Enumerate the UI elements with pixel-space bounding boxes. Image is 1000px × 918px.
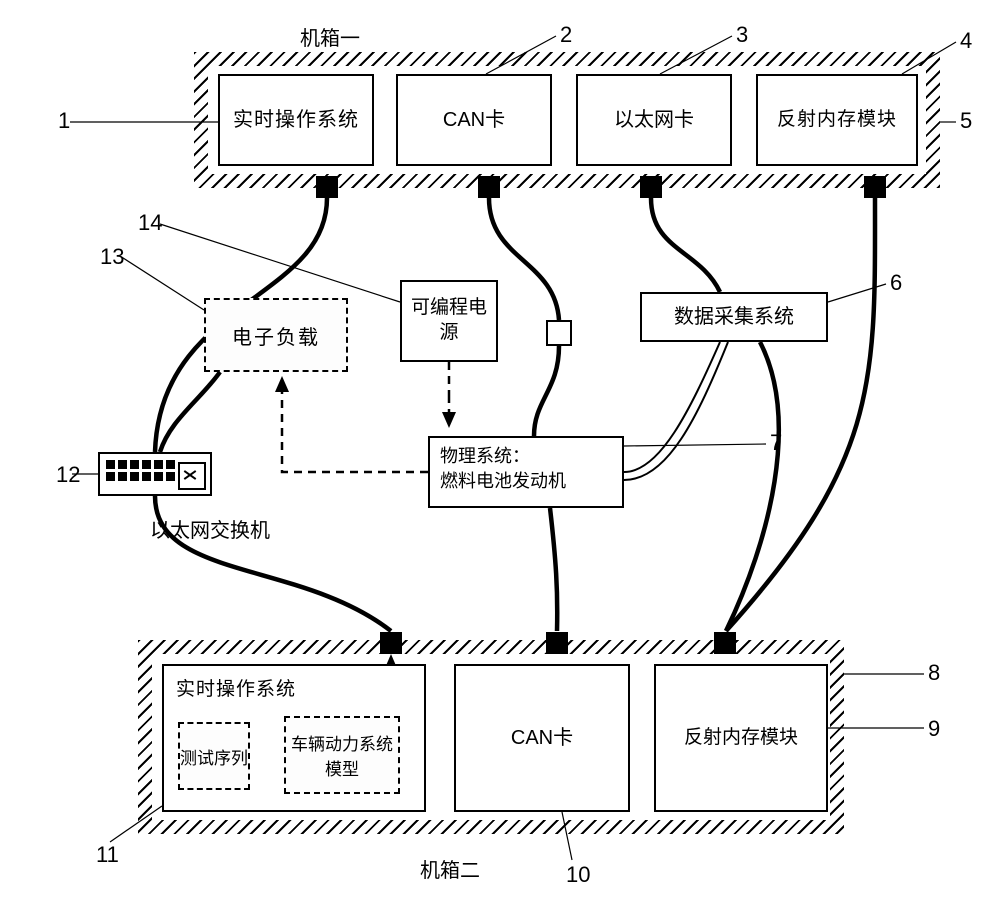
card-rtos-top: 实时操作系统 (218, 74, 374, 166)
callout-11: 11 (96, 842, 119, 868)
test-sequence: 测试序列 (178, 722, 250, 790)
port-reflect-bottom (714, 632, 736, 654)
card-reflect-mem-bottom: 反射内存模块 (654, 664, 828, 812)
callout-3: 3 (736, 22, 748, 48)
card-ethernet-top: 以太网卡 (576, 74, 732, 166)
callout-6: 6 (890, 270, 902, 296)
callout-2: 2 (560, 22, 572, 48)
chassis-1-title: 机箱一 (300, 22, 360, 51)
rtos-bottom-title: 实时操作系统 (176, 674, 296, 701)
card-rtos-bottom: 实时操作系统 测试序列 车辆动力系统模型 (162, 664, 426, 812)
physical-system: 物理系统： 燃料电池发动机 (428, 436, 624, 508)
port-reflect-top (864, 176, 886, 198)
callout-4: 4 (960, 28, 972, 54)
callout-14: 14 (138, 210, 162, 236)
callout-8: 8 (928, 660, 940, 686)
callout-13: 13 (100, 244, 124, 270)
callout-12: 12 (56, 462, 80, 488)
callout-5: 5 (960, 108, 972, 134)
port-rtos-top (316, 176, 338, 198)
card-can-top: CAN卡 (396, 74, 552, 166)
callout-10: 10 (566, 862, 590, 888)
ethernet-switch-label: 以太网交换机 (150, 514, 270, 543)
phys-line1: 物理系统： (440, 444, 612, 469)
vehicle-model: 车辆动力系统模型 (284, 716, 400, 794)
ethernet-switch (98, 452, 212, 496)
port-can-top (478, 176, 500, 198)
programmable-psu: 可编程电源 (400, 280, 498, 362)
electronic-load: 电子负载 (204, 298, 348, 372)
junction-box-icon (546, 320, 572, 346)
callout-1: 1 (58, 108, 70, 134)
daq-system: 数据采集系统 (640, 292, 828, 342)
card-can-bottom: CAN卡 (454, 664, 630, 812)
callout-7: 7 (770, 430, 782, 456)
chassis-2-title: 机箱二 (420, 854, 480, 883)
port-can-bottom (546, 632, 568, 654)
port-rtos-bottom (380, 632, 402, 654)
card-reflect-mem-top: 反射内存模块 (756, 74, 918, 166)
callout-9: 9 (928, 716, 940, 742)
port-eth-top (640, 176, 662, 198)
phys-line2: 燃料电池发动机 (440, 469, 612, 494)
